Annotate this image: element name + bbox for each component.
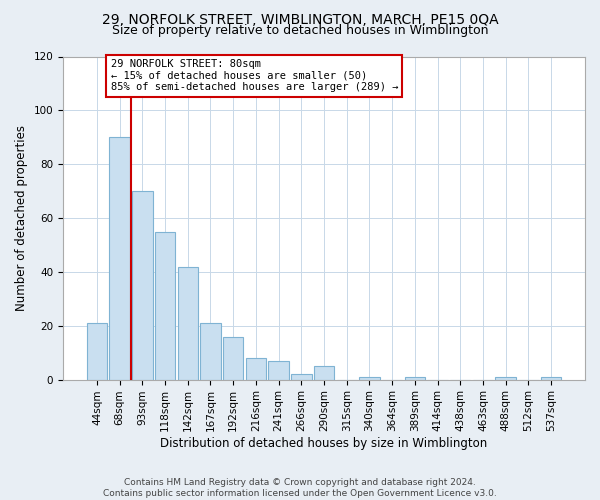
Text: 29 NORFOLK STREET: 80sqm
← 15% of detached houses are smaller (50)
85% of semi-d: 29 NORFOLK STREET: 80sqm ← 15% of detach… <box>110 59 398 92</box>
Bar <box>109 138 130 380</box>
Text: Contains HM Land Registry data © Crown copyright and database right 2024.
Contai: Contains HM Land Registry data © Crown c… <box>103 478 497 498</box>
Bar <box>314 366 334 380</box>
Bar <box>178 266 198 380</box>
Bar <box>132 191 152 380</box>
Bar <box>87 323 107 380</box>
Bar <box>404 377 425 380</box>
Y-axis label: Number of detached properties: Number of detached properties <box>15 125 28 311</box>
Bar <box>541 377 561 380</box>
Bar <box>223 336 244 380</box>
X-axis label: Distribution of detached houses by size in Wimblington: Distribution of detached houses by size … <box>160 437 488 450</box>
Text: Size of property relative to detached houses in Wimblington: Size of property relative to detached ho… <box>112 24 488 37</box>
Bar <box>268 360 289 380</box>
Bar <box>155 232 175 380</box>
Bar <box>200 323 221 380</box>
Bar <box>496 377 516 380</box>
Bar <box>359 377 380 380</box>
Bar <box>245 358 266 380</box>
Text: 29, NORFOLK STREET, WIMBLINGTON, MARCH, PE15 0QA: 29, NORFOLK STREET, WIMBLINGTON, MARCH, … <box>101 12 499 26</box>
Bar <box>291 374 311 380</box>
